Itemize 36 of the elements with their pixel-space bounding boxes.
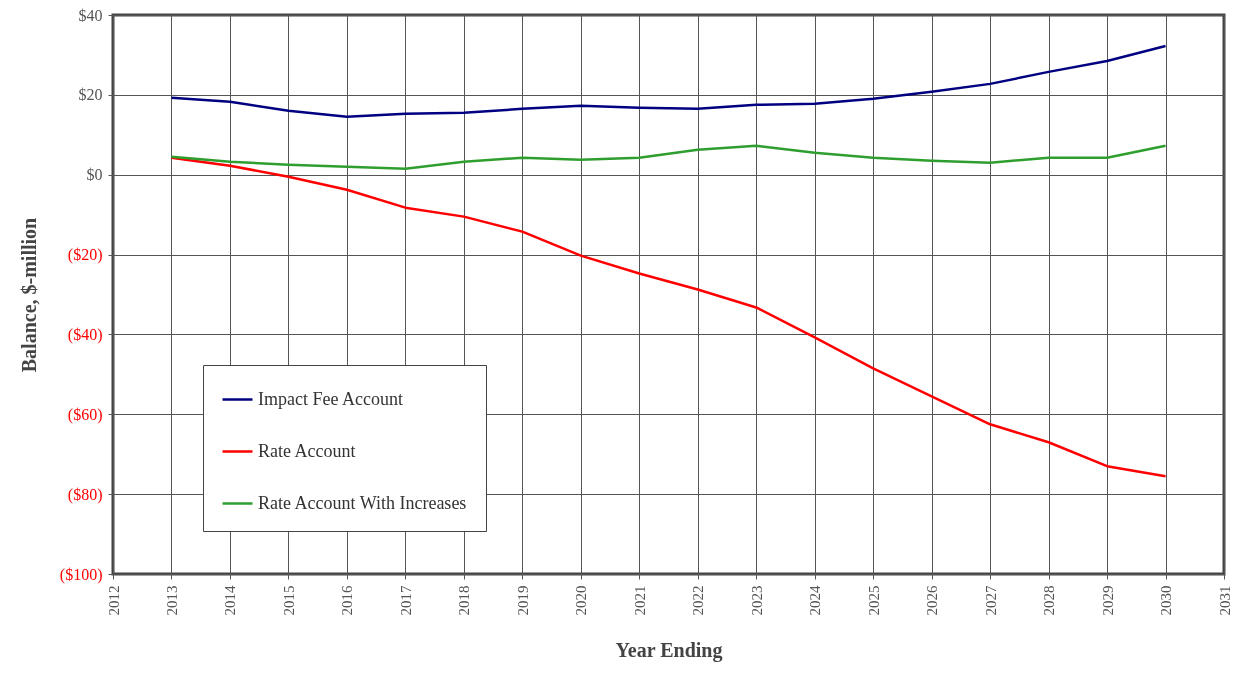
x-tick-label: 2018 [456,585,473,616]
y-axis-title: Balance, $-million [17,217,40,373]
x-tick-label: 2017 [397,585,414,616]
line-series [170,44,1167,119]
y-tick-label: $0 [86,166,103,184]
y-tick-label: ($80) [67,485,103,504]
x-tick-label: 2014 [222,585,239,616]
y-tick-label: ($100) [59,565,103,584]
x-tick-label: 2030 [1158,585,1175,616]
x-tick-label: 2022 [690,585,707,616]
legend-label: Rate Account With Increases [258,492,467,513]
x-tick-label: 2023 [748,585,765,616]
y-tick-label: $20 [78,86,103,104]
x-tick-label: 2025 [865,585,882,616]
x-tick-label: 2024 [807,585,824,616]
x-tick-label: 2013 [163,585,180,616]
x-tick-label: 2029 [1099,585,1116,616]
legend-label: Impact Fee Account [258,388,403,409]
y-tick-label: ($40) [67,325,103,344]
y-tick-label: ($20) [67,246,103,265]
x-axis-title: Year Ending [615,638,723,662]
x-tick-label: 2012 [105,585,122,616]
x-tick-label: 2026 [924,585,941,616]
x-tick-label: 2028 [1041,585,1058,616]
x-tick-label: 2016 [339,585,356,616]
x-tick-label: 2020 [573,585,590,616]
x-tick-label: 2021 [631,585,648,616]
x-tick-label: 2015 [280,585,297,616]
x-tick-label: 2031 [1216,585,1233,616]
line-series [170,144,1167,170]
x-tick-label: 2019 [514,585,531,616]
x-tick-label: 2027 [982,585,999,616]
y-tick-label: ($60) [67,405,103,424]
legend-label: Rate Account [258,440,356,461]
y-tick-label: $40 [78,6,103,24]
line-series [170,156,1167,478]
